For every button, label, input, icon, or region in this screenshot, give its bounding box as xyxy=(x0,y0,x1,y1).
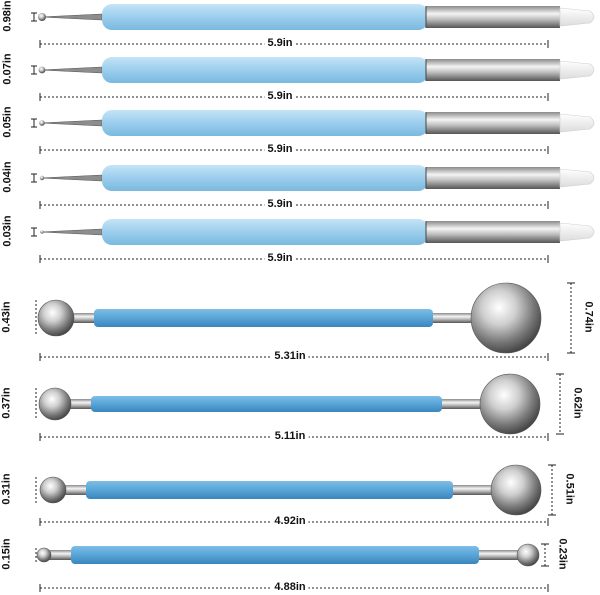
pen-silicone-tip xyxy=(559,113,595,133)
pen-stylus-ball xyxy=(38,66,46,74)
tool-handle xyxy=(91,396,442,412)
pen-silicone-tip xyxy=(559,60,595,80)
large-ball-size-label: 0.51in xyxy=(563,473,576,505)
pen-tip-size-label: 0.07in xyxy=(1,53,14,85)
small-ball-tip xyxy=(39,476,67,504)
pen-stylus-needle xyxy=(39,13,103,21)
small-ball-size-label: 0.43in xyxy=(0,301,13,333)
pen-silicone-tip xyxy=(559,168,595,188)
tool-length-label: 4.88in xyxy=(271,581,309,593)
pen-stylus-ball xyxy=(38,13,46,21)
pen-tip-size-label: 0.05in xyxy=(1,106,14,138)
pen-stylus-needle xyxy=(39,174,103,182)
pen-ferrule xyxy=(426,112,560,134)
small-ball-size-label: 0.31in xyxy=(0,473,13,505)
large-ball-size-label: 0.23in xyxy=(556,538,569,570)
tool-shaft xyxy=(64,485,90,495)
pen-ferrule xyxy=(426,59,560,81)
pen-ferrule xyxy=(426,6,560,28)
pen-length-label: 5.9in xyxy=(264,90,296,102)
tool-shaft xyxy=(440,399,482,409)
ball-stylus-tool xyxy=(35,464,556,526)
pen-handle xyxy=(102,219,428,245)
tool-shaft xyxy=(477,550,519,560)
pen-handle xyxy=(102,110,428,136)
small-ball-tip xyxy=(36,547,52,563)
pen-stylus-needle xyxy=(39,119,103,127)
ball-stylus-tool xyxy=(35,282,575,361)
large-ball-size-label: 0.74in xyxy=(582,301,595,333)
pen-silicone-tip xyxy=(559,7,595,27)
tool-shaft xyxy=(72,313,98,323)
tool-handle xyxy=(71,546,479,564)
pen-silicone-tip xyxy=(559,222,595,242)
pen-handle xyxy=(102,165,428,191)
small-ball-size-label: 0.15in xyxy=(0,538,13,570)
large-ball-tip xyxy=(470,282,542,354)
pen-length-label: 5.9in xyxy=(264,37,296,49)
tool-shaft xyxy=(451,485,493,495)
small-ball-size-label: 0.37in xyxy=(0,387,13,419)
tool-shaft xyxy=(69,399,95,409)
tool-shaft xyxy=(431,313,473,323)
pen-handle xyxy=(102,4,428,30)
ball-stylus-tool xyxy=(35,543,549,592)
dotting-pen xyxy=(31,57,595,101)
pen-ferrule xyxy=(426,221,560,243)
small-ball-tip xyxy=(37,299,75,337)
pen-stylus-needle xyxy=(39,66,103,74)
tool-length-label: 5.31in xyxy=(271,350,309,362)
pen-length-label: 5.9in xyxy=(264,143,296,155)
pen-tip-size-label: 0.04in xyxy=(1,161,14,193)
dotting-pen xyxy=(31,4,595,48)
large-ball-tip xyxy=(516,543,540,567)
dotting-pen xyxy=(31,165,595,209)
small-ball-tip xyxy=(38,387,72,421)
pen-stylus-needle xyxy=(39,228,103,236)
pen-length-label: 5.9in xyxy=(264,198,296,210)
tool-length-label: 5.11in xyxy=(271,430,309,442)
pen-tip-size-label: 0.98in xyxy=(1,0,14,32)
large-ball-size-label: 0.62in xyxy=(571,387,584,419)
large-ball-tip xyxy=(490,464,542,516)
dotting-pen xyxy=(31,110,595,154)
pen-handle xyxy=(102,57,428,83)
pen-length-label: 5.9in xyxy=(264,252,296,264)
pen-stylus-ball xyxy=(40,230,44,234)
tool-handle xyxy=(86,481,453,499)
pen-stylus-ball xyxy=(39,175,45,181)
tool-shaft xyxy=(49,550,75,560)
pen-tip-size-label: 0.03in xyxy=(1,215,14,247)
dotting-pen xyxy=(31,219,595,263)
tool-length-label: 4.92in xyxy=(271,515,309,527)
large-ball-tip xyxy=(479,373,541,435)
pen-stylus-ball xyxy=(39,120,45,126)
pen-ferrule xyxy=(426,167,560,189)
tool-handle xyxy=(94,309,433,327)
